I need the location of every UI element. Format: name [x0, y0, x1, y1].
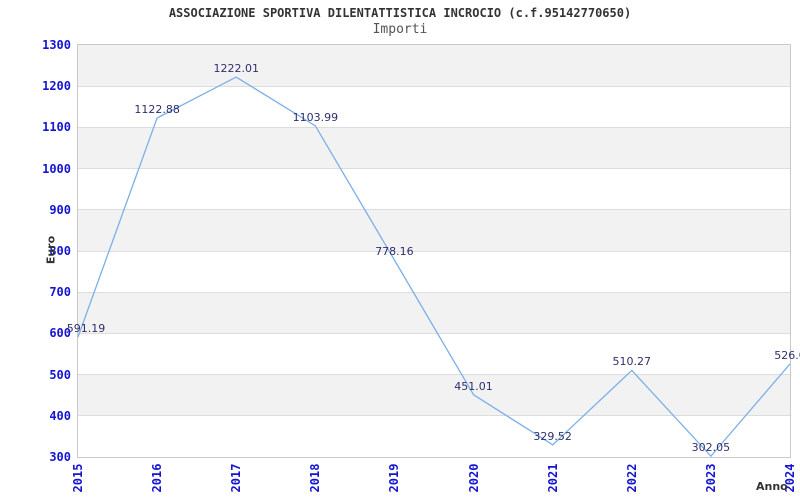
x-tick-label: 2015 [71, 463, 85, 493]
point-value-label: 329.52 [533, 429, 572, 443]
background-band [78, 127, 790, 169]
background-band [78, 374, 790, 416]
gridline [78, 250, 790, 252]
gridline [78, 168, 790, 170]
point-value-label: 1222.01 [213, 62, 259, 76]
x-tick-label: 2022 [624, 463, 639, 493]
gridline [78, 374, 790, 376]
x-axis-title: Anno [756, 480, 788, 493]
x-tick-label: 2020 [466, 463, 481, 493]
x-tick-label: 2018 [308, 463, 323, 493]
y-tick-label: 900 [49, 202, 71, 217]
x-tick-label: 2023 [703, 463, 718, 493]
background-band [78, 45, 790, 87]
y-tick-label: 1100 [42, 120, 71, 135]
y-tick-label: 600 [49, 326, 71, 341]
x-tick-label: 2019 [387, 463, 402, 493]
x-tick-label: 2016 [150, 463, 165, 493]
y-tick-label: 400 [49, 408, 71, 423]
y-tick-label: 1000 [42, 161, 71, 176]
chart-subtitle: Importi [372, 22, 428, 37]
point-value-label: 510.27 [612, 355, 652, 369]
gridline [78, 85, 790, 87]
gridline [78, 332, 790, 334]
point-value-label: 591.19 [66, 322, 106, 336]
gridline [78, 126, 790, 128]
y-tick-label: 700 [49, 285, 71, 300]
y-axis-title: Euro [44, 235, 58, 265]
line-series-svg [77, 76, 791, 458]
y-tick-label: 500 [49, 367, 71, 382]
y-tick-label: 1200 [42, 79, 71, 94]
data-line [77, 76, 791, 458]
x-tick-label: 2017 [229, 463, 244, 493]
y-tick-label: 300 [49, 450, 71, 464]
gridline [78, 415, 790, 417]
gridline [78, 291, 790, 293]
point-value-label: 302.05 [691, 441, 731, 455]
y-tick-label: 800 [49, 244, 71, 258]
gridline [78, 209, 790, 211]
background-band [78, 209, 790, 251]
plot-area [77, 44, 791, 458]
chart-title: ASSOCIAZIONE SPORTIVA DILENTATTISTICA IN… [168, 6, 632, 20]
point-value-label: 1103.99 [292, 110, 339, 124]
point-value-label: 526.0 [774, 348, 800, 362]
y-tick-label: 1300 [42, 38, 71, 52]
x-tick-label: 2021 [545, 463, 560, 493]
point-value-label: 778.16 [375, 244, 414, 258]
point-value-label: 1122.88 [134, 102, 180, 116]
point-value-label: 451.01 [454, 379, 493, 393]
